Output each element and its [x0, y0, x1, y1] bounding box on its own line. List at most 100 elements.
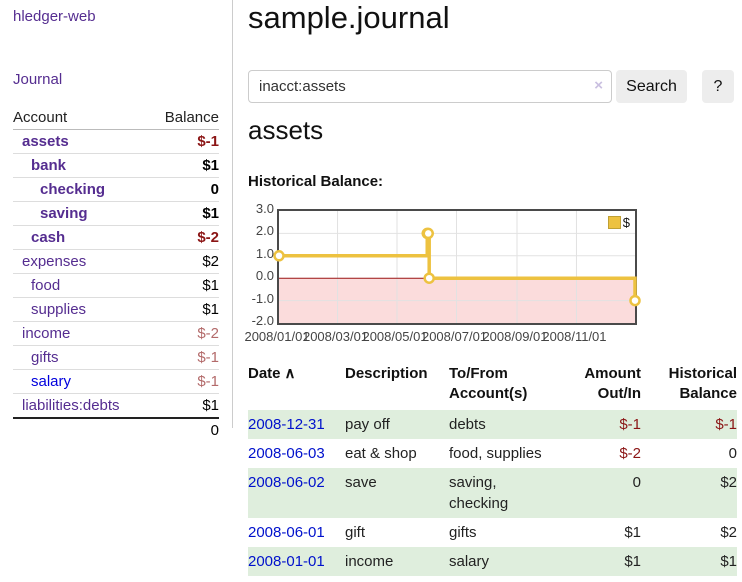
register-header-description: Description	[345, 365, 428, 382]
chart-canvas	[273, 211, 641, 323]
account-balance: $-2	[197, 229, 219, 246]
account-row: income $-2	[13, 321, 219, 346]
transaction-accounts: saving, checking	[449, 474, 509, 512]
sidebar-item-journal[interactable]: Journal	[13, 71, 63, 88]
chart-legend: $	[607, 215, 630, 230]
transaction-accounts: debts	[449, 416, 486, 433]
transaction-accounts: gifts	[449, 524, 477, 541]
transaction-description: eat & shop	[345, 445, 417, 462]
transaction-date-link[interactable]: 2008-01-01	[248, 553, 325, 570]
register-row: 2008-06-01 gift gifts $1 $2	[248, 518, 737, 547]
historical-balance-chart: $ 3.0 2.0 1.0 0.0 -1.0 -2.0 2008/01/01 2008/03…	[244, 201, 737, 353]
transaction-description: pay off	[345, 416, 390, 433]
x-tick-label: 2008/05/01	[362, 329, 428, 344]
account-balance: $1	[202, 205, 219, 222]
register-header-amount: Amount Out/In	[584, 365, 641, 402]
account-balance: $1	[202, 301, 219, 318]
account-link[interactable]: bank	[31, 157, 67, 174]
account-row: salary $-1	[13, 369, 219, 394]
y-tick-label: -1.0	[251, 290, 274, 306]
account-link[interactable]: checking	[40, 181, 106, 198]
account-link[interactable]: cash	[31, 229, 66, 246]
x-tick-label: 2008/03/01	[302, 329, 369, 344]
transaction-amount: $-2	[619, 445, 641, 462]
x-tick-label: 2008/09/01	[482, 329, 548, 344]
account-link[interactable]: supplies	[31, 301, 87, 318]
account-link[interactable]: gifts	[31, 349, 59, 366]
account-balance: $2	[202, 253, 219, 270]
balance-col-header: Balance	[149, 106, 219, 130]
register-row: 2008-06-03 eat & shop food, supplies $-2 0	[248, 439, 737, 468]
transaction-date-link[interactable]: 2008-06-03	[248, 445, 325, 462]
transaction-accounts: salary	[449, 553, 490, 570]
account-balance: $1	[202, 157, 219, 174]
y-tick-label: 2.0	[255, 223, 274, 239]
account-row: checking 0	[13, 177, 219, 202]
account-link[interactable]: income	[22, 325, 71, 342]
help-button[interactable]: ?	[702, 70, 734, 103]
account-balance: 0	[210, 181, 219, 198]
transaction-amount: 0	[632, 474, 641, 491]
register-row: 2008-12-31 pay off debts $-1 $-1	[248, 410, 737, 439]
account-balance: $1	[202, 397, 219, 414]
account-rows: assets $-1 bank $1 checking 0 saving $1 cash $-2 e…	[13, 130, 219, 419]
search-input[interactable]	[248, 70, 612, 103]
legend-label: $	[622, 215, 630, 230]
y-tick-label: 0.0	[255, 268, 274, 284]
chart-plot-area: $	[273, 209, 641, 325]
account-row: liabilities:debts $1	[13, 393, 219, 419]
transaction-description: save	[345, 474, 377, 491]
transaction-amount: $1	[624, 553, 641, 570]
x-tick-label: 2008/07/01	[421, 329, 488, 344]
transaction-description: income	[345, 553, 394, 570]
accounts-table: Account Balance assets $-1 bank $1 checking 0…	[13, 106, 219, 442]
register-table: Date ∧ Description To/From Account(s) Amo…	[248, 362, 737, 576]
clear-search-icon[interactable]: ×	[594, 77, 603, 94]
y-tick-label: -2.0	[251, 313, 274, 328]
account-balance: $-1	[197, 349, 219, 366]
register-header-accounts: To/From Account(s)	[449, 365, 528, 402]
y-tick-label: 1.0	[255, 245, 274, 261]
y-tick-label: 3.0	[255, 201, 274, 216]
register-row: 2008-06-02 save saving, checking 0 $2	[248, 468, 737, 518]
account-row: gifts $-1	[13, 345, 219, 370]
accounts-col-header: Account	[13, 106, 150, 130]
page-title: sample.journal	[248, 0, 450, 35]
register-header-date[interactable]: Date ∧	[248, 365, 296, 382]
chart-heading: Historical Balance:	[248, 173, 384, 190]
account-row: food $1	[13, 273, 219, 298]
account-link[interactable]: salary	[31, 373, 72, 390]
account-balance: $-1	[197, 133, 219, 150]
x-tick-label: 2008/01/01	[244, 329, 310, 344]
account-balance: $-1	[197, 373, 219, 390]
account-row: assets $-1	[13, 130, 219, 154]
transaction-balance: $2	[720, 474, 737, 491]
account-link[interactable]: food	[31, 277, 61, 294]
sidebar-divider	[232, 0, 233, 428]
account-link[interactable]: expenses	[22, 253, 87, 270]
transaction-description: gift	[345, 524, 366, 541]
account-link[interactable]: liabilities:debts	[22, 397, 120, 414]
transaction-balance: $-1	[715, 416, 737, 433]
transaction-amount: $-1	[619, 416, 641, 433]
x-tick-label: 2008/11/01	[542, 329, 607, 344]
account-balance: $1	[202, 277, 219, 294]
account-row: expenses $2	[13, 249, 219, 274]
search-button[interactable]: Search	[616, 70, 687, 103]
register-row: 2008-01-01 income salary $1 $1	[248, 547, 737, 576]
transaction-date-link[interactable]: 2008-06-01	[248, 524, 325, 541]
account-link[interactable]: saving	[40, 205, 88, 222]
sort-asc-icon: ∧	[284, 365, 296, 382]
account-row: cash $-2	[13, 225, 219, 250]
account-link[interactable]: assets	[22, 133, 69, 150]
transaction-date-link[interactable]: 2008-12-31	[248, 416, 325, 433]
transaction-balance: $1	[720, 553, 737, 570]
accounts-total-row: 0	[13, 417, 219, 442]
app-brand[interactable]: hledger-web	[13, 8, 96, 25]
account-balance: $-2	[197, 325, 219, 342]
account-row: bank $1	[13, 153, 219, 178]
account-heading: assets	[248, 115, 324, 145]
transaction-date-link[interactable]: 2008-06-02	[248, 474, 325, 491]
accounts-total-value: 0	[149, 417, 219, 442]
transaction-amount: $1	[624, 524, 641, 541]
